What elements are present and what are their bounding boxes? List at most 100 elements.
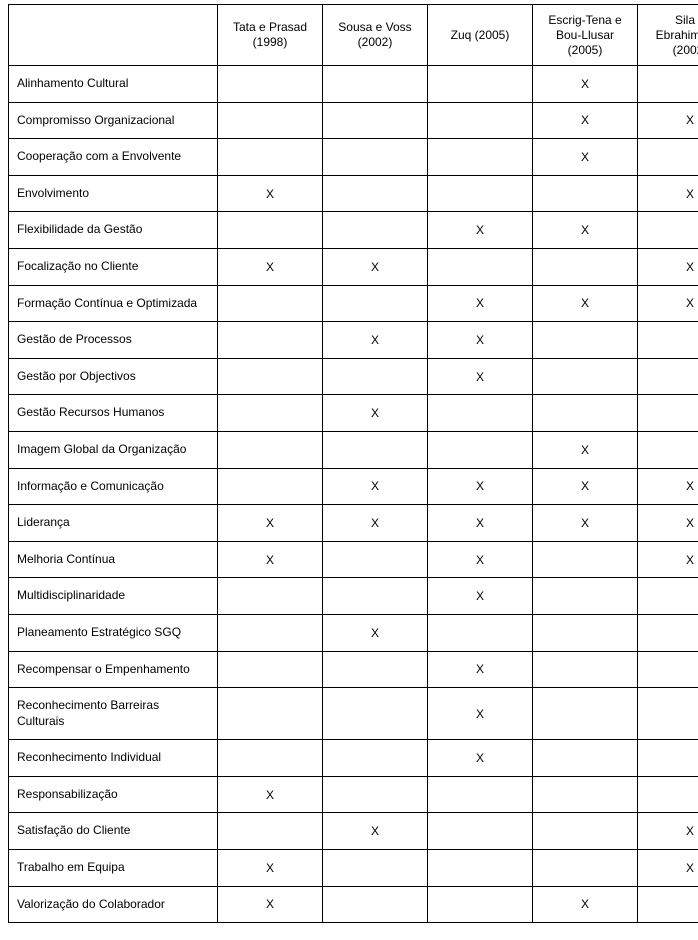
cell-mark (323, 886, 428, 923)
table-row: Informação e ComunicaçãoXXXX (9, 468, 698, 505)
cell-mark (638, 740, 698, 777)
table-row: Trabalho em EquipaXX (9, 850, 698, 887)
cell-mark: X (218, 850, 323, 887)
column-header: Zuq (2005) (428, 5, 533, 66)
table-row: LiderançaXXXXX (9, 505, 698, 542)
cell-mark: X (218, 886, 323, 923)
cell-mark (428, 776, 533, 813)
cell-mark: X (428, 505, 533, 542)
row-label: Liderança (9, 505, 218, 542)
cell-mark: X (428, 322, 533, 359)
cell-mark (533, 175, 638, 212)
cell-mark (323, 578, 428, 615)
cell-mark (533, 776, 638, 813)
cell-mark (323, 139, 428, 176)
comparison-table: Tata e Prasad (1998) Sousa e Voss (2002)… (8, 4, 698, 923)
cell-mark (218, 740, 323, 777)
cell-mark (218, 212, 323, 249)
cell-mark (533, 614, 638, 651)
cell-mark (638, 212, 698, 249)
cell-mark (218, 285, 323, 322)
cell-mark: X (533, 212, 638, 249)
cell-mark (428, 175, 533, 212)
cell-mark: X (323, 468, 428, 505)
cell-mark: X (533, 139, 638, 176)
cell-mark (323, 358, 428, 395)
cell-mark (323, 285, 428, 322)
cell-mark (428, 886, 533, 923)
cell-mark (323, 740, 428, 777)
cell-mark (638, 776, 698, 813)
table-row: Cooperação com a Envolvente X (9, 139, 698, 176)
table-row: Valorização do ColaboradorXX (9, 886, 698, 923)
cell-mark: X (638, 813, 698, 850)
cell-mark (428, 139, 533, 176)
cell-mark (323, 175, 428, 212)
row-label: Recompensar o Empenhamento (9, 651, 218, 688)
cell-mark (428, 431, 533, 468)
table-row: MultidisciplinaridadeX (9, 578, 698, 615)
row-label: Cooperação com a Envolvente (9, 139, 218, 176)
table-row: Imagem Global da OrganizaçãoX (9, 431, 698, 468)
cell-mark (533, 322, 638, 359)
cell-mark (638, 139, 698, 176)
cell-mark: X (428, 358, 533, 395)
row-label: Gestão por Objectivos (9, 358, 218, 395)
cell-mark: X (323, 395, 428, 432)
cell-mark (218, 139, 323, 176)
cell-mark: X (428, 468, 533, 505)
cell-mark (533, 541, 638, 578)
cell-mark (638, 614, 698, 651)
cell-mark (533, 688, 638, 740)
cell-mark: X (638, 850, 698, 887)
cell-mark: X (218, 776, 323, 813)
row-label: Melhoria Contínua (9, 541, 218, 578)
cell-mark (218, 688, 323, 740)
cell-mark: X (638, 248, 698, 285)
cell-mark: X (533, 66, 638, 103)
cell-mark: X (323, 322, 428, 359)
header-row: Tata e Prasad (1998) Sousa e Voss (2002)… (9, 5, 698, 66)
cell-mark (428, 395, 533, 432)
cell-mark (323, 66, 428, 103)
cell-mark: X (533, 468, 638, 505)
cell-mark: X (428, 740, 533, 777)
cell-mark (323, 850, 428, 887)
row-label: Formação Contínua e Optimizada (9, 285, 218, 322)
cell-mark (428, 248, 533, 285)
cell-mark (323, 541, 428, 578)
row-label: Imagem Global da Organização (9, 431, 218, 468)
cell-mark: X (218, 505, 323, 542)
cell-mark (428, 813, 533, 850)
column-header: Sousa e Voss (2002) (323, 5, 428, 66)
cell-mark (323, 431, 428, 468)
row-label: Alinhamento Cultural (9, 66, 218, 103)
row-label: Trabalho em Equipa (9, 850, 218, 887)
column-header: Sila e Ebrahimpour (2002) (638, 5, 698, 66)
row-label: Multidisciplinaridade (9, 578, 218, 615)
table-row: Satisfação do ClienteXX (9, 813, 698, 850)
cell-mark (638, 651, 698, 688)
cell-mark: X (323, 614, 428, 651)
table-row: Gestão por Objectivos X (9, 358, 698, 395)
table-row: Gestão de Processos XX (9, 322, 698, 359)
row-label: Reconhecimento Barreiras Culturais (9, 688, 218, 740)
table-row: Recompensar o EmpenhamentoX (9, 651, 698, 688)
cell-mark (428, 66, 533, 103)
cell-mark (218, 66, 323, 103)
row-label: Flexibilidade da Gestão (9, 212, 218, 249)
cell-mark (638, 578, 698, 615)
row-label: Satisfação do Cliente (9, 813, 218, 850)
row-label: Gestão Recursos Humanos (9, 395, 218, 432)
cell-mark (533, 358, 638, 395)
cell-mark: X (638, 541, 698, 578)
column-header: Escrig-Tena e Bou-Llusar (2005) (533, 5, 638, 66)
cell-mark (323, 651, 428, 688)
table-row: Reconhecimento Barreiras CulturaisX (9, 688, 698, 740)
table-head: Tata e Prasad (1998) Sousa e Voss (2002)… (9, 5, 698, 66)
table-row: Compromisso OrganizacionalXX (9, 102, 698, 139)
row-label: Gestão de Processos (9, 322, 218, 359)
cell-mark (218, 614, 323, 651)
cell-mark: X (218, 175, 323, 212)
cell-mark: X (323, 248, 428, 285)
